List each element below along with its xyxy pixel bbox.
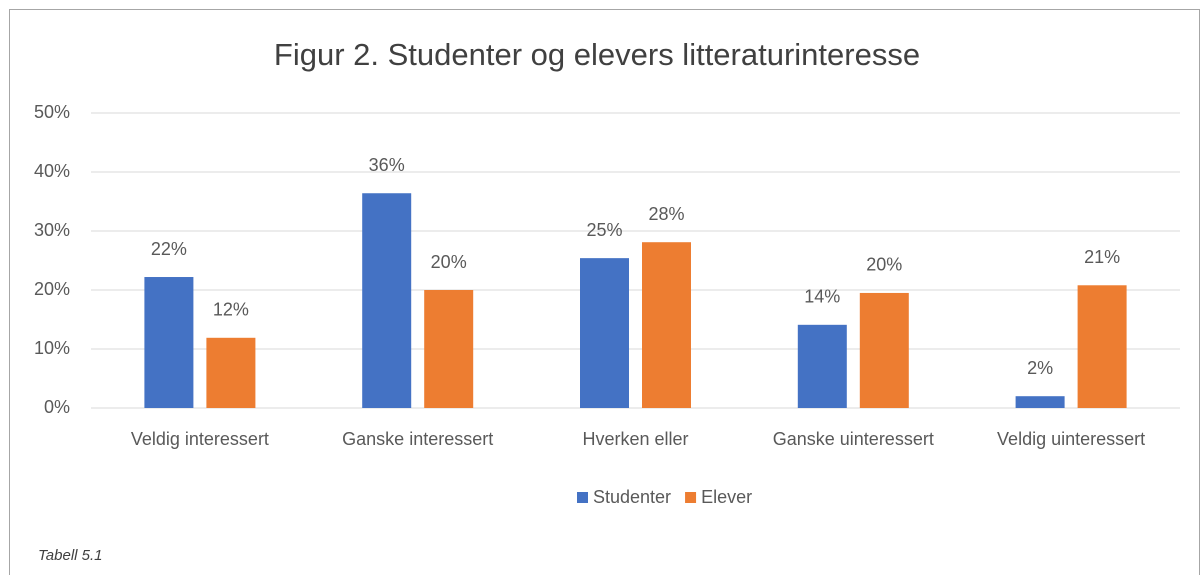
x-tick-label: Hverken eller xyxy=(582,429,688,449)
x-tick-label: Ganske interessert xyxy=(342,429,493,449)
y-tick-label: 40% xyxy=(34,161,70,181)
y-tick-label: 20% xyxy=(34,279,70,299)
data-label: 22% xyxy=(151,239,187,259)
bar xyxy=(424,290,474,408)
bar xyxy=(1077,285,1127,408)
y-tick-label: 0% xyxy=(44,397,70,417)
data-label: 12% xyxy=(213,300,249,320)
data-label: 28% xyxy=(648,204,684,224)
footnote: Tabell 5.1 xyxy=(38,547,103,564)
data-label: 25% xyxy=(586,220,622,240)
bar xyxy=(859,292,909,408)
bar xyxy=(797,324,847,408)
bar xyxy=(642,242,691,408)
legend-label: Studenter xyxy=(593,487,671,507)
x-tick-label: Veldig interessert xyxy=(131,429,269,449)
data-label: 36% xyxy=(369,155,405,175)
chart-title: Figur 2. Studenter og elevers litteratur… xyxy=(274,37,920,72)
data-label: 14% xyxy=(804,287,840,307)
legend-label: Elever xyxy=(701,487,752,507)
data-label: 21% xyxy=(1084,247,1120,267)
y-tick-label: 50% xyxy=(34,102,70,122)
bar xyxy=(580,258,629,408)
bar xyxy=(1015,396,1065,408)
legend-swatch xyxy=(577,492,588,503)
y-tick-label: 30% xyxy=(34,220,70,240)
legend-swatch xyxy=(685,492,697,503)
bar xyxy=(206,337,256,408)
x-tick-label: Veldig uinteressert xyxy=(997,429,1145,449)
data-label: 20% xyxy=(866,255,902,275)
data-label: 20% xyxy=(431,252,467,272)
bar xyxy=(362,193,412,408)
x-tick-label: Ganske uinteressert xyxy=(773,429,934,449)
y-tick-label: 10% xyxy=(34,338,70,358)
data-label: 2% xyxy=(1027,358,1053,378)
bar xyxy=(144,277,194,408)
